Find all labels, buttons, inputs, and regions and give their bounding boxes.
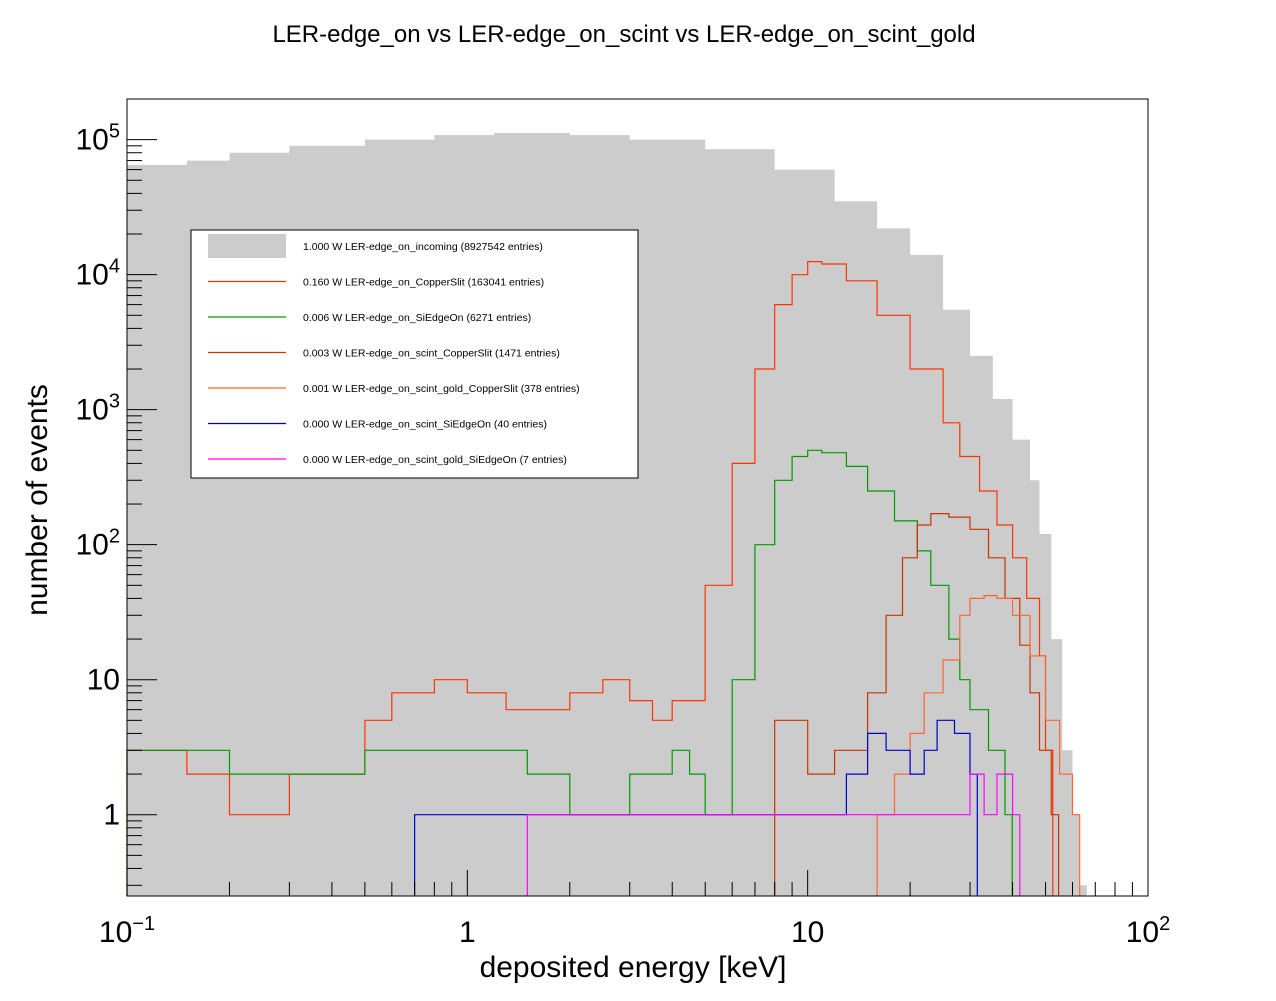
y-axis: 1 10 102 103 104 105: [76, 98, 157, 886]
y-tick-label: 102: [76, 526, 121, 562]
legend-entry-label: 0.001 W LER-edge_on_scint_gold_CopperSli…: [303, 383, 580, 395]
x-axis: 10−1 1 10 102: [99, 870, 1170, 949]
series-3-line: [774, 513, 1060, 896]
y-tick-label: 104: [76, 256, 121, 292]
y-tick-label: 10: [87, 664, 120, 697]
chart-title: LER-edge_on vs LER-edge_on_scint vs LER-…: [272, 21, 975, 48]
legend-swatch-filled: [208, 234, 286, 258]
legend-entry-label: 1.000 W LER-edge_on_incoming (8927542 en…: [303, 241, 543, 253]
y-tick-label: 105: [76, 121, 121, 157]
y-tick-label: 1: [103, 799, 120, 832]
y-tick-label: 103: [76, 391, 121, 427]
y-axis-label: number of events: [21, 384, 54, 616]
x-tick-label: 10: [791, 916, 824, 949]
x-tick-label: 102: [1126, 913, 1171, 949]
series-4-line: [876, 595, 1081, 896]
x-tick-label: 1: [459, 916, 476, 949]
x-tick-label: 10−1: [99, 913, 155, 949]
legend-entry-label: 0.000 W LER-edge_on_scint_gold_SiEdgeOn …: [303, 454, 567, 466]
series-1-line: [126, 261, 1054, 896]
legend-box: [190, 229, 639, 479]
legend-entry-label: 0.006 W LER-edge_on_SiEdgeOn (6271 entri…: [303, 312, 531, 324]
legend-entry-label: 0.003 W LER-edge_on_scint_CopperSlit (14…: [303, 348, 560, 360]
plot-frame: [126, 98, 1149, 897]
legend: 1.000 W LER-edge_on_incoming (8927542 en…: [190, 229, 639, 479]
series-6-line: [526, 773, 1021, 896]
x-axis-label: deposited energy [keV]: [480, 951, 787, 984]
legend-entry-label: 0.000 W LER-edge_on_scint_SiEdgeOn (40 e…: [303, 419, 547, 431]
legend-entry-label: 0.160 W LER-edge_on_CopperSlit (163041 e…: [303, 277, 544, 289]
